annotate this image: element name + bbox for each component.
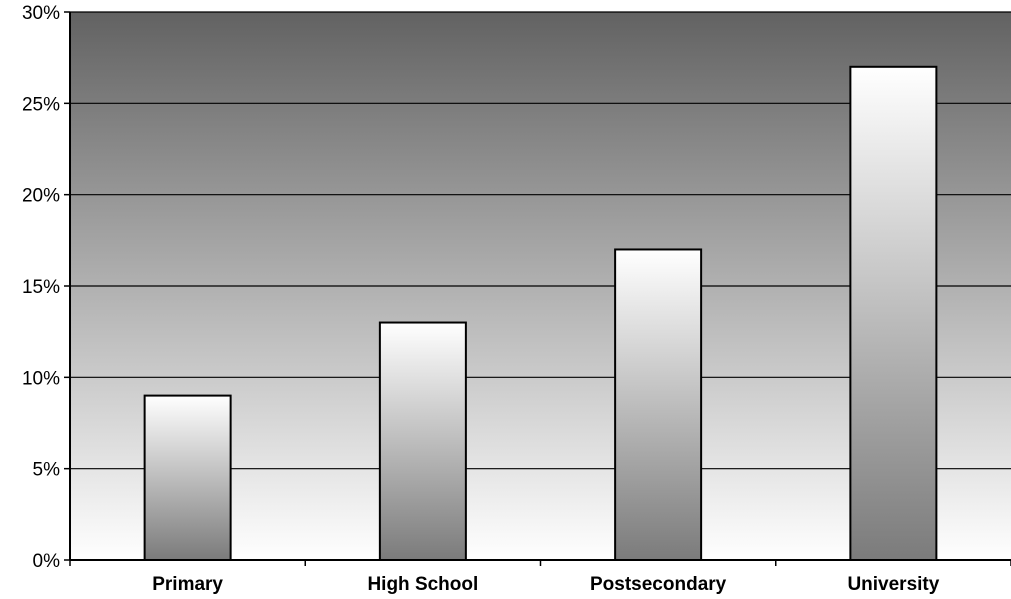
x-tick-label: University: [847, 574, 939, 595]
y-tick-label: 5%: [33, 460, 61, 481]
x-tick-label: Postsecondary: [590, 574, 727, 595]
bar-high-school: [378, 321, 467, 561]
y-tick-label: 10%: [22, 368, 60, 389]
bar-university: [849, 65, 938, 562]
bars: [143, 65, 938, 562]
x-axis-ticks: Primary High School Postsecondary Universit…: [69, 560, 1011, 595]
y-tick-label: 30%: [22, 3, 60, 24]
y-tick-label: 20%: [22, 186, 60, 207]
y-axis-ticks: 0% 5% 10% 15% 20% 25% 30%: [22, 3, 70, 572]
y-tick-label: 25%: [22, 94, 60, 115]
y-tick-label: 15%: [22, 277, 60, 298]
y-tick-label: 0%: [33, 551, 61, 572]
x-tick-label: High School: [367, 574, 478, 595]
bar-primary: [143, 394, 232, 561]
x-tick-label: Primary: [152, 574, 223, 595]
bar-postsecondary: [614, 248, 703, 561]
